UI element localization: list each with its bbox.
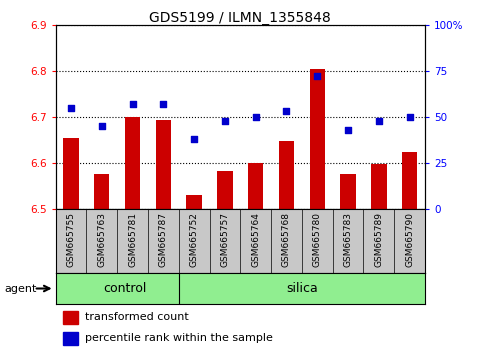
- Text: GSM665787: GSM665787: [159, 212, 168, 267]
- Point: [221, 118, 229, 123]
- Bar: [63, 138, 79, 209]
- Point: [283, 108, 290, 114]
- Point: [406, 114, 413, 120]
- Point: [128, 101, 136, 107]
- Bar: [125, 117, 140, 209]
- Point: [67, 105, 75, 110]
- Text: silica: silica: [286, 282, 318, 295]
- Text: GSM665790: GSM665790: [405, 212, 414, 267]
- Text: percentile rank within the sample: percentile rank within the sample: [85, 333, 273, 343]
- Point: [98, 123, 106, 129]
- Point: [159, 101, 167, 107]
- Text: GSM665789: GSM665789: [374, 212, 384, 267]
- Text: GSM665768: GSM665768: [282, 212, 291, 267]
- Bar: [63, 311, 78, 324]
- Text: GSM665780: GSM665780: [313, 212, 322, 267]
- Text: GSM665757: GSM665757: [220, 212, 229, 267]
- Text: GSM665764: GSM665764: [251, 212, 260, 267]
- Bar: [217, 171, 233, 209]
- Text: GSM665752: GSM665752: [190, 212, 199, 267]
- Text: GSM665783: GSM665783: [343, 212, 353, 267]
- Bar: [371, 164, 386, 209]
- Bar: [341, 175, 356, 209]
- Bar: [156, 120, 171, 209]
- Bar: [248, 163, 263, 209]
- Bar: [186, 195, 202, 209]
- Point: [190, 136, 198, 142]
- Bar: [279, 141, 294, 209]
- Text: agent: agent: [5, 284, 37, 293]
- Text: GSM665755: GSM665755: [67, 212, 75, 267]
- Text: control: control: [103, 282, 146, 295]
- Text: GSM665781: GSM665781: [128, 212, 137, 267]
- Text: transformed count: transformed count: [85, 312, 189, 322]
- Bar: [310, 69, 325, 209]
- Text: GSM665763: GSM665763: [97, 212, 106, 267]
- Bar: [63, 332, 78, 345]
- Point: [344, 127, 352, 132]
- Bar: [402, 152, 417, 209]
- Bar: [94, 175, 110, 209]
- Point: [375, 118, 383, 123]
- Point: [252, 114, 259, 120]
- Point: [313, 74, 321, 79]
- Text: GDS5199 / ILMN_1355848: GDS5199 / ILMN_1355848: [149, 11, 331, 25]
